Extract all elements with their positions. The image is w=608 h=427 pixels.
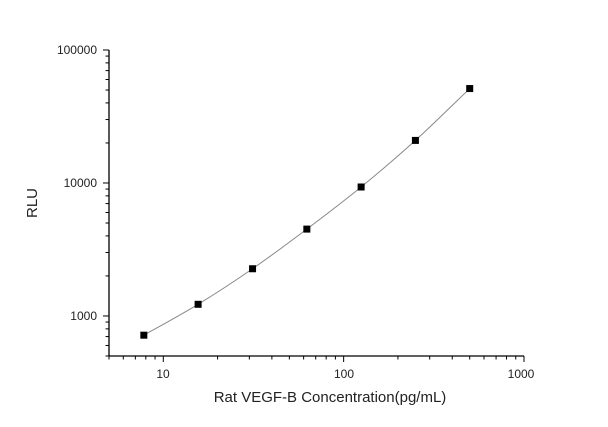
x-axis-title: Rat VEGF-B Concentration(pg/mL) <box>214 389 447 406</box>
data-point-marker <box>357 183 365 191</box>
series <box>140 85 474 339</box>
x-tick-label-10: 10 <box>156 367 170 381</box>
axes <box>103 49 525 362</box>
y-tick-label-1000: 1000 <box>70 309 97 323</box>
data-point-marker <box>411 136 419 144</box>
data-point-marker <box>303 225 311 233</box>
x-tick-label-1000: 1000 <box>508 367 535 381</box>
data-point-marker <box>194 300 202 308</box>
y-axis-title: RLU <box>24 188 41 218</box>
data-point-marker <box>140 331 148 339</box>
fit-curve <box>143 88 471 336</box>
y-tick-label-10000: 10000 <box>64 176 98 190</box>
data-point-marker <box>249 265 257 273</box>
tick-labels: 1000 10000 100000 10 100 1000 <box>57 43 535 381</box>
data-point-marker <box>466 85 474 93</box>
y-tick-label-100000: 100000 <box>57 43 97 57</box>
x-tick-label-100: 100 <box>334 367 354 381</box>
